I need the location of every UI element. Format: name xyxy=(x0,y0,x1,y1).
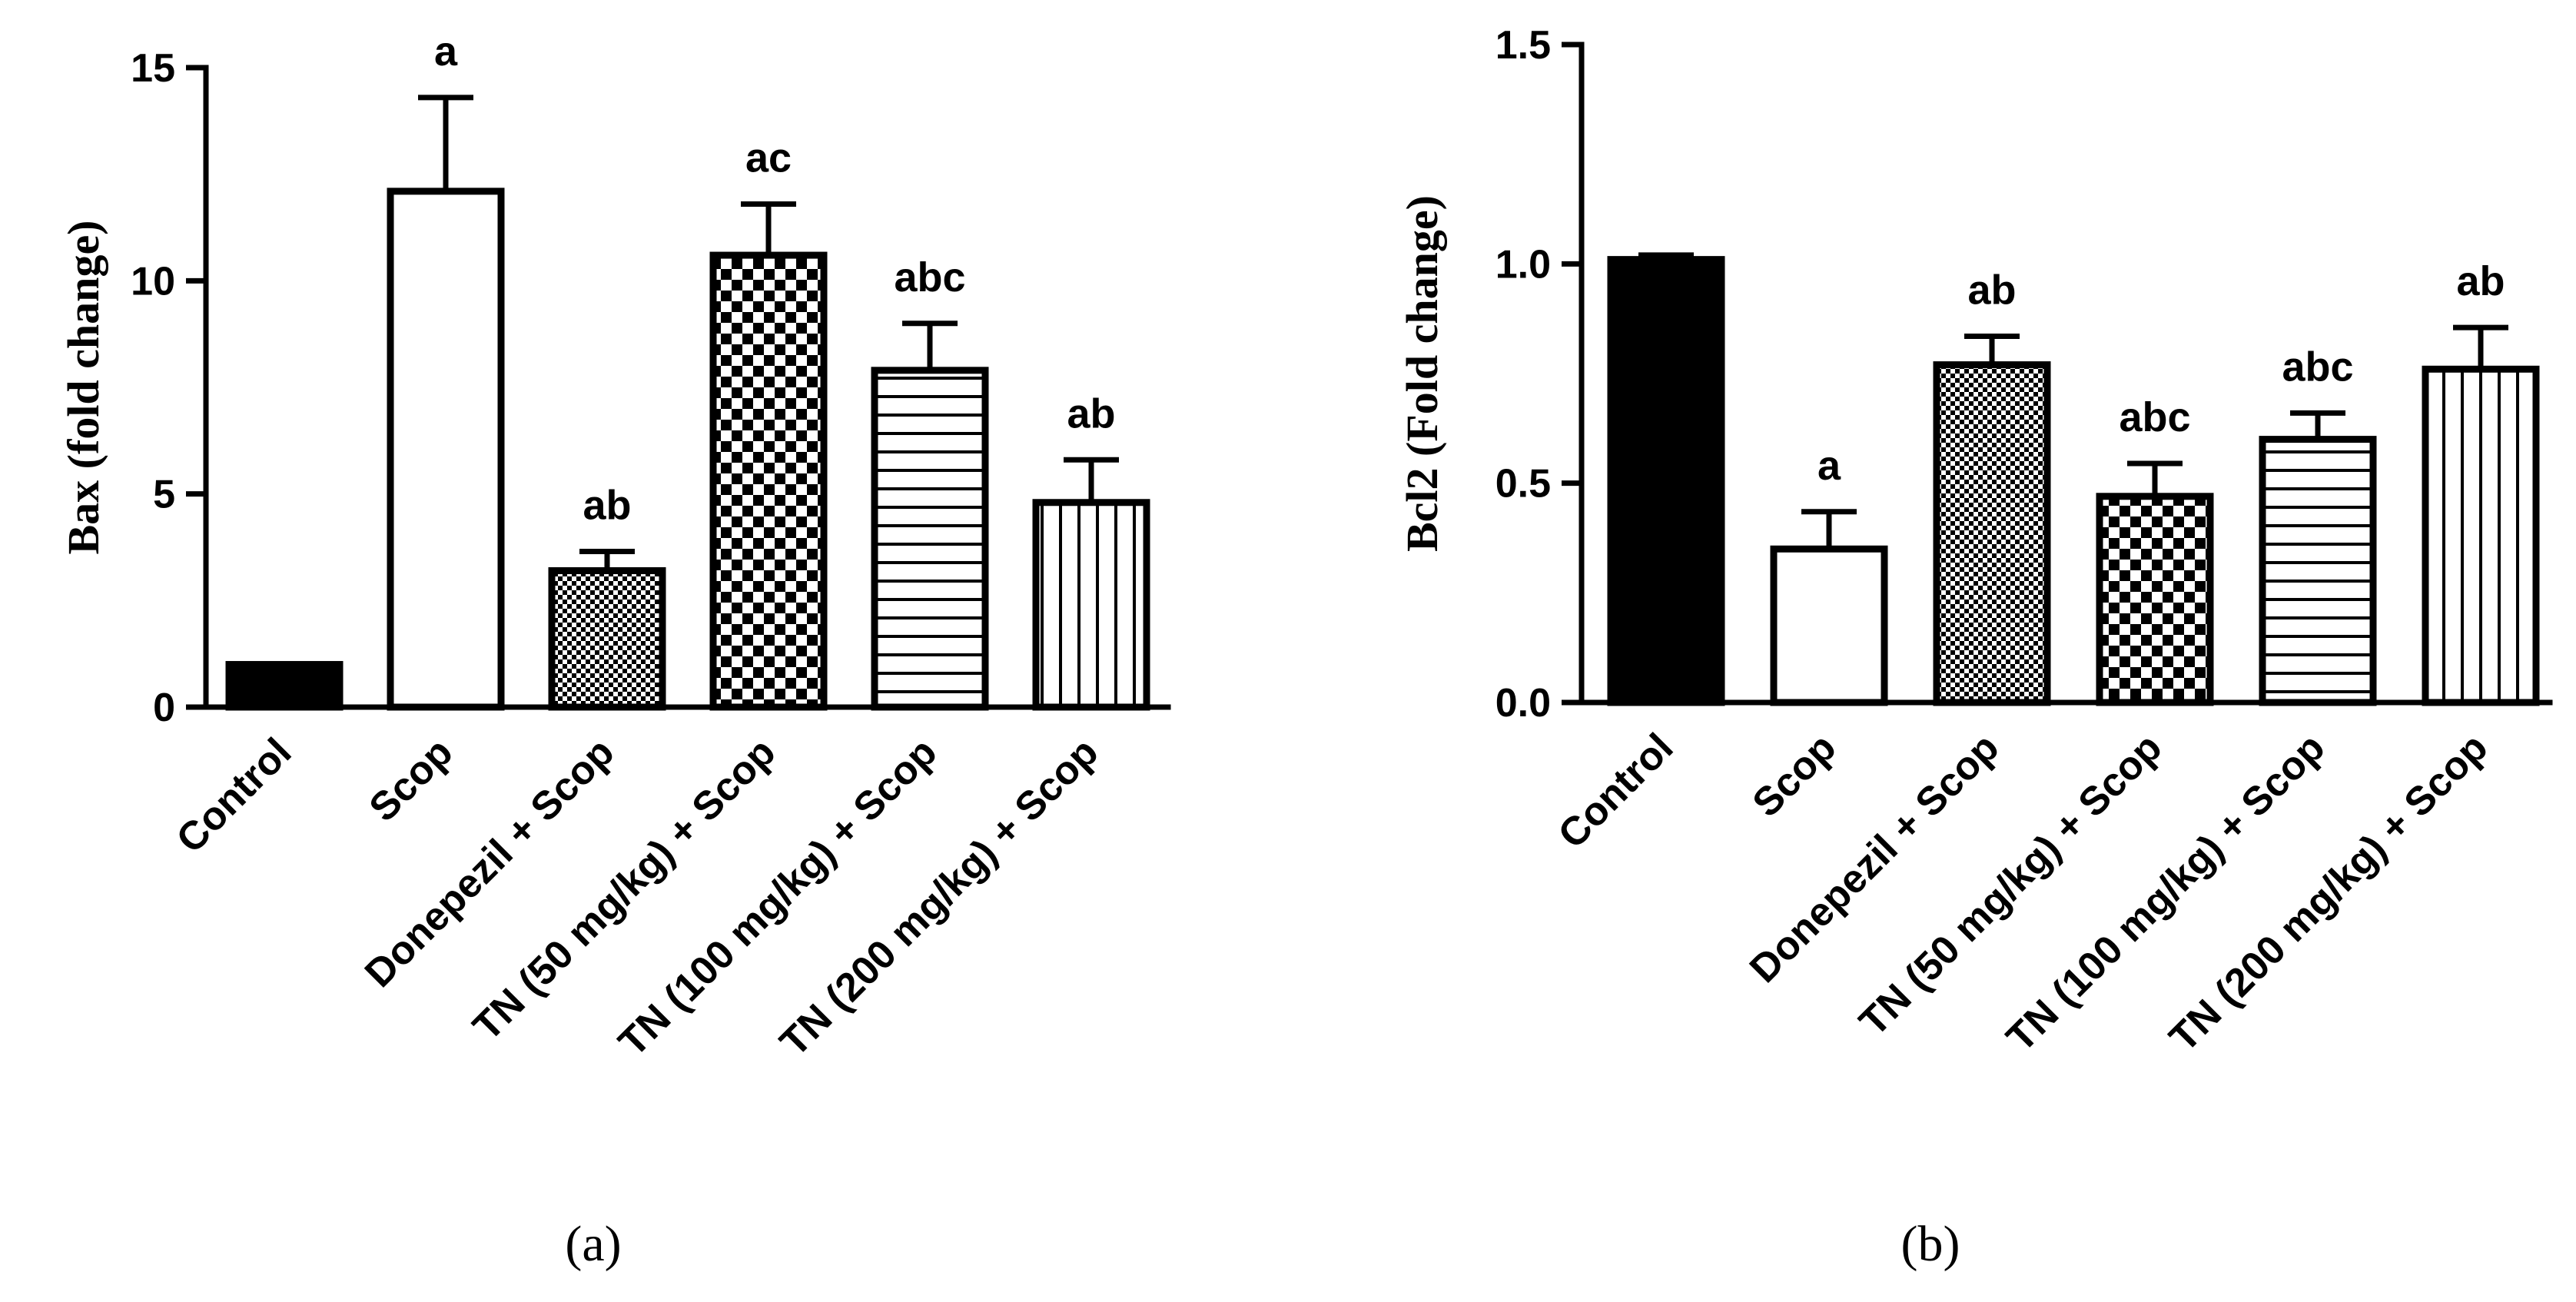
bar-tn-100-mg-kg-scop xyxy=(2259,436,2377,706)
x-tick-label: TN (200 mg/kg) + Scop xyxy=(772,729,1107,1065)
bar-tn-100-mg-kg-scop xyxy=(871,367,989,711)
x-tick-label: Scop xyxy=(361,729,462,830)
bar-scop xyxy=(1770,545,1888,706)
significance-label: ac xyxy=(745,135,792,181)
bar-tn-50-mg-kg-scop xyxy=(2096,493,2214,706)
x-tick-label: Scop xyxy=(1744,725,1845,825)
significance-label: abc xyxy=(894,254,965,301)
significance-label: ab xyxy=(583,483,631,529)
x-tick-label: TN (100 mg/kg) + Scop xyxy=(1998,725,2333,1060)
y-axis-label: Bcl2 (Fold change) xyxy=(1397,195,1447,552)
bar-control xyxy=(1607,256,1725,706)
y-tick-label: 1.0 xyxy=(1495,242,1551,287)
significance-label: abc xyxy=(2282,344,2353,390)
significance-label: ab xyxy=(1067,390,1115,437)
x-tick-label: TN (50 mg/kg) + Scop xyxy=(465,729,785,1049)
y-axis-label: Bax (fold change) xyxy=(58,221,108,555)
x-tick-label: TN (100 mg/kg) + Scop xyxy=(610,729,945,1065)
y-tick-label: 0 xyxy=(153,686,175,730)
bar-tn-200-mg-kg-scop xyxy=(1032,499,1150,711)
bar-scop xyxy=(387,188,505,711)
bar-tn-50-mg-kg-scop xyxy=(709,251,828,711)
y-tick-label: 0.5 xyxy=(1495,462,1551,507)
significance-label: a xyxy=(434,28,458,75)
y-tick-label: 0.0 xyxy=(1495,681,1551,726)
y-tick-label: 15 xyxy=(131,46,175,91)
bar-tn-200-mg-kg-scop xyxy=(2422,365,2540,706)
y-tick-label: 5 xyxy=(153,473,175,517)
y-tick-label: 10 xyxy=(131,259,175,304)
significance-label: abc xyxy=(2119,394,2190,440)
bar-donepezil-scop xyxy=(548,567,666,711)
panel-label: (b) xyxy=(1901,1216,1960,1272)
significance-label: ab xyxy=(2456,258,2505,304)
panel-label: (a) xyxy=(565,1216,621,1272)
bar-control xyxy=(225,661,344,711)
x-tick-label: Control xyxy=(1550,725,1682,857)
x-tick-label: TN (50 mg/kg) + Scop xyxy=(1851,725,2171,1045)
significance-label: a xyxy=(1817,443,1841,489)
x-tick-label: Control xyxy=(168,729,300,862)
x-tick-label: TN (200 mg/kg) + Scop xyxy=(2161,725,2496,1060)
chart-panel-b: 0.0 0.5 1.0 1.5 Bcl2 (Fold change) Control a Sc… xyxy=(1397,23,2553,1272)
bar-donepezil-scop xyxy=(1933,361,2051,706)
significance-label: ab xyxy=(1967,267,2016,313)
y-tick-label: 1.5 xyxy=(1495,23,1551,68)
